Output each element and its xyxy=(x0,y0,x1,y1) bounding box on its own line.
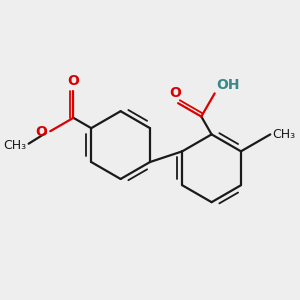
Text: O: O xyxy=(169,86,181,100)
Text: O: O xyxy=(36,125,48,139)
Text: O: O xyxy=(68,74,79,88)
Text: CH₃: CH₃ xyxy=(4,139,27,152)
Text: CH₃: CH₃ xyxy=(272,128,295,141)
Text: OH: OH xyxy=(217,78,240,92)
